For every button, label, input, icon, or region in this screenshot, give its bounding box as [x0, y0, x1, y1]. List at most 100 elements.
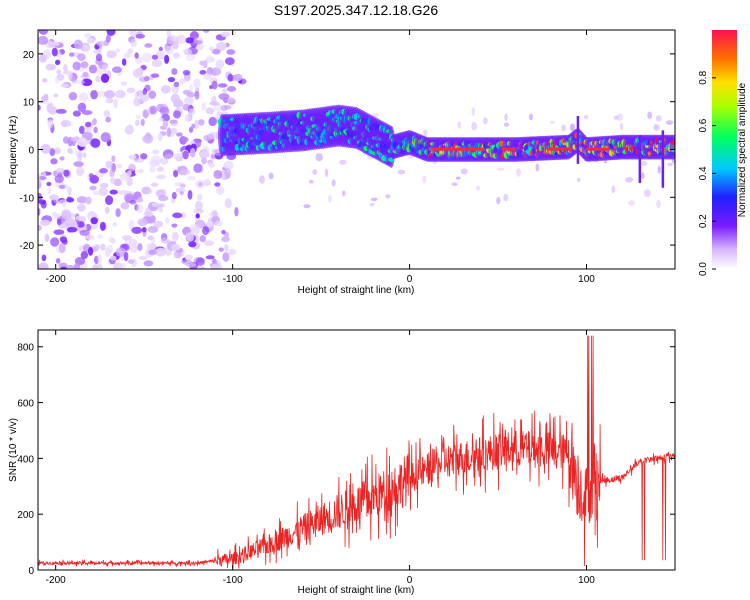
heatmap-cell	[96, 40, 106, 47]
heatmap-cell	[227, 97, 235, 103]
heatmap-cell	[160, 85, 171, 94]
heatmap-cell	[216, 41, 227, 51]
heatmap-cell	[96, 263, 103, 269]
heatmap-cell	[643, 189, 651, 198]
heatmap-cell	[85, 223, 92, 232]
heatmap-cell	[146, 188, 153, 195]
heatmap-cell	[451, 182, 458, 187]
heatmap-cell	[141, 52, 153, 63]
heatmap-cell	[159, 157, 169, 165]
heatmap-cell	[121, 58, 127, 66]
heatmap-cell	[160, 237, 169, 244]
heatmap-cell	[114, 89, 126, 99]
heatmap-cell	[86, 37, 95, 44]
heatmap-cell	[586, 147, 608, 151]
colorbar-label: Normalized spectral amplitude	[737, 82, 748, 217]
heatmap-cell	[475, 185, 481, 191]
heatmap-cell	[77, 152, 82, 163]
heatmap-cell	[42, 77, 48, 83]
heatmap-cell	[70, 137, 77, 142]
snr-xtick-label: 0	[407, 575, 413, 586]
heatmap-cell	[79, 92, 89, 102]
heatmap-cell	[38, 262, 49, 269]
snr-ytick-label: 400	[17, 454, 34, 465]
heatmap-cell	[126, 170, 132, 177]
heatmap-cell	[105, 195, 114, 206]
heatmap-cell	[127, 163, 136, 172]
colorbar-tick-label: 0.2	[698, 214, 709, 228]
heatmap-cell	[66, 196, 72, 203]
heatmap-cell	[603, 160, 608, 164]
heatmap-cell	[90, 89, 98, 100]
heatmap-cell	[149, 105, 158, 115]
heatmap-cell	[576, 116, 580, 164]
heatmap-cell	[153, 220, 164, 228]
heatmap-cell	[628, 200, 636, 206]
heatmap-cell	[90, 217, 98, 225]
heatmap-cell	[165, 217, 170, 224]
heatmap-cell	[550, 120, 555, 124]
snr-xtick-label: -100	[223, 575, 243, 586]
heatmap-cell	[496, 196, 501, 205]
heatmap-cell	[430, 147, 484, 151]
heatmap-cell	[166, 128, 172, 137]
heatmap-cell	[109, 168, 115, 178]
heatmap-cell	[149, 165, 156, 173]
heatmap-cell	[152, 149, 160, 155]
heatmap-cell	[315, 152, 324, 162]
heatmap-cell	[134, 52, 139, 59]
heatmap-cell	[369, 202, 375, 207]
heatmap-cell	[115, 208, 121, 218]
heatmap-cell	[187, 189, 193, 200]
heatmap-cell	[195, 179, 206, 189]
heatmap-cell	[158, 117, 164, 122]
heatmap-cell	[471, 106, 476, 116]
heatmap-cell	[173, 110, 182, 119]
colorbar-tick-label: 0.8	[698, 70, 709, 84]
heatmap-cell	[104, 206, 110, 214]
heatmap-cell	[331, 179, 336, 187]
heatmap-cell	[213, 169, 223, 179]
heatmap-cell	[99, 168, 108, 174]
heatmap-cell	[135, 33, 146, 39]
snr-xtick-label: 100	[578, 575, 595, 586]
heatmap-cell	[109, 189, 118, 195]
heatmap-cell	[224, 168, 232, 179]
heatmap-cell	[88, 173, 94, 178]
heatmap-cell	[181, 259, 192, 265]
heatmap-cell	[224, 244, 229, 252]
heatmap-cell	[137, 218, 148, 227]
spectrogram-xtick-label: 0	[407, 274, 413, 285]
heatmap-cell	[100, 243, 106, 251]
heatmap-cell	[62, 136, 69, 144]
heatmap-cell	[195, 213, 200, 219]
figure-title: S197.2025.347.12.18.G26	[274, 2, 438, 18]
heatmap-cell	[158, 207, 163, 213]
heatmap-cell	[166, 34, 176, 45]
heatmap-cell	[202, 226, 210, 236]
heatmap-cell	[95, 75, 101, 83]
heatmap-cell	[77, 137, 88, 148]
heatmap-cell	[169, 119, 178, 124]
heatmap-cell	[50, 237, 60, 247]
heatmap-cell	[422, 175, 427, 184]
heatmap-cell	[56, 218, 62, 226]
heatmap-cells	[38, 30, 675, 269]
heatmap-cell	[312, 169, 318, 175]
heatmap-cell	[97, 234, 103, 239]
heatmap-cell	[155, 50, 166, 60]
heatmap-cell	[150, 182, 159, 187]
heatmap-cell	[61, 210, 72, 220]
heatmap-cell	[120, 202, 130, 210]
heatmap-cell	[126, 87, 136, 94]
heatmap-cell	[123, 251, 129, 262]
heatmap-cell	[142, 109, 149, 119]
heatmap-cell	[48, 102, 54, 112]
heatmap-cell	[179, 183, 186, 188]
heatmap-cell	[151, 73, 160, 78]
heatmap-cell	[131, 226, 143, 234]
heatmap-cell	[39, 219, 51, 226]
heatmap-cell	[397, 169, 406, 175]
colorbar-tick-label: 0.4	[698, 166, 709, 180]
